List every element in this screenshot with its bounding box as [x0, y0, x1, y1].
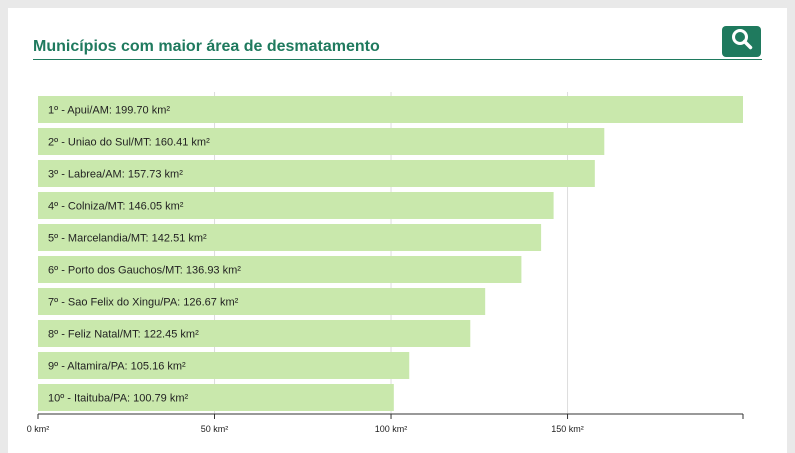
bar-label: 2º - Uniao do Sul/MT: 160.41 km² — [48, 137, 210, 149]
bar-label: 6º - Porto dos Gauchos/MT: 136.93 km² — [48, 265, 241, 277]
bar[interactable] — [38, 288, 486, 315]
search-button[interactable] — [722, 26, 761, 57]
search-icon — [731, 28, 753, 55]
bar-label: 1º - Apui/AM: 199.70 km² — [48, 105, 170, 117]
chart-title: Municípios com maior área de desmatament… — [33, 38, 380, 55]
bar[interactable] — [38, 256, 522, 283]
bar[interactable] — [38, 320, 471, 347]
bar[interactable] — [38, 192, 554, 219]
x-tick-label: 100 km² — [375, 424, 408, 434]
bar[interactable] — [38, 96, 743, 123]
bar[interactable] — [38, 224, 542, 251]
bar-label: 8º - Feliz Natal/MT: 122.45 km² — [48, 329, 199, 341]
bar-label: 5º - Marcelandia/MT: 142.51 km² — [48, 233, 207, 245]
x-tick-label: 50 km² — [201, 424, 229, 434]
bar[interactable] — [38, 128, 605, 155]
bar-label: 10º - Itaituba/PA: 100.79 km² — [48, 393, 189, 405]
bar-label: 7º - Sao Felix do Xingu/PA: 126.67 km² — [48, 297, 239, 309]
bar[interactable] — [38, 352, 410, 379]
bar-label: 4º - Colniza/MT: 146.05 km² — [48, 201, 184, 213]
bar[interactable] — [38, 160, 595, 187]
x-tick-label: 0 km² — [27, 424, 50, 434]
x-tick-label: 150 km² — [551, 424, 584, 434]
bar-label: 3º - Labrea/AM: 157.73 km² — [48, 169, 183, 181]
bar-label: 9º - Altamira/PA: 105.16 km² — [48, 361, 186, 373]
bar[interactable] — [38, 384, 394, 411]
title-divider — [33, 59, 762, 60]
